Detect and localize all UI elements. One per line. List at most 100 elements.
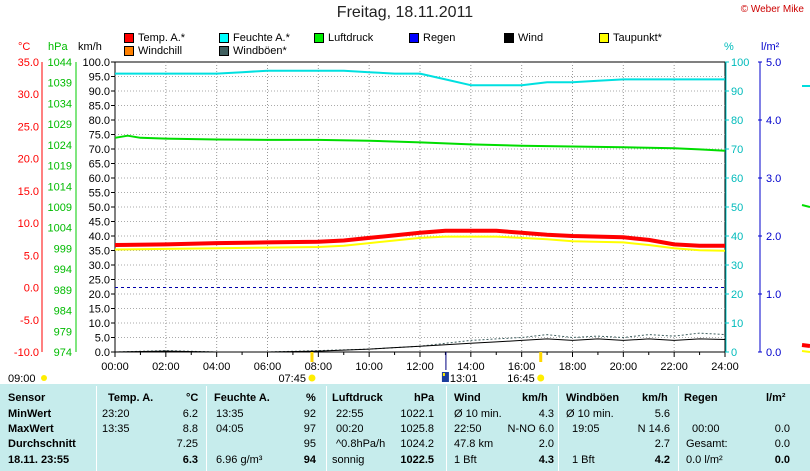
press-tick-label: 1034 <box>48 98 72 110</box>
rain-tick-label: 3.0 <box>766 173 781 185</box>
sun-marker-label: 09:00 <box>8 373 36 384</box>
column-divider <box>446 386 447 471</box>
edge-fragment <box>801 350 810 353</box>
wind-value: 4.3 <box>538 408 554 420</box>
temp-tick-label: 15.0 <box>18 186 39 198</box>
temp-tick-label: -5.0 <box>20 315 39 327</box>
hum-value: 94 <box>303 454 316 466</box>
credit-link[interactable]: © Weber Mike <box>740 4 804 15</box>
legend-dewpoint: Taupunkt* <box>599 32 662 44</box>
hum-tick-label: 50 <box>731 202 743 214</box>
wind-tick-label: 15.0 <box>89 304 110 316</box>
wind-tick-label: 90.0 <box>89 86 110 98</box>
table-row: MaxWert 13:35 8.8 04:05 97 00:20 1025.8 … <box>0 423 810 437</box>
press-tick-label: 1004 <box>48 223 72 235</box>
legend-label: Windchill <box>138 45 183 57</box>
rain-unit-label: l/m² <box>761 41 780 53</box>
temp-tick-label: 20.0 <box>18 154 39 166</box>
temp-tick-label: 25.0 <box>18 121 39 133</box>
wind-unit-label: km/h <box>78 41 102 53</box>
noon-icon <box>441 372 449 382</box>
temp-tick-label: 0.0 <box>24 283 39 295</box>
rain-value: 0.0 <box>774 438 790 450</box>
legend-label: Feuchte A.* <box>233 32 290 44</box>
wind-info: 22:50 <box>454 423 482 435</box>
hum-tick-label: 10 <box>731 318 743 330</box>
wind-tick-label: 0.0 <box>95 347 110 359</box>
hum-tick-label: 30 <box>731 260 743 272</box>
legend-pressure: Luftdruck <box>314 32 373 44</box>
temp-time: 13:35 <box>102 423 130 435</box>
sunrise-label: 07:45 <box>278 373 306 384</box>
wind-tick-label: 100.0 <box>82 57 110 69</box>
press-value: 1022.5 <box>400 454 434 466</box>
edge-fragment <box>801 343 810 348</box>
legend-wind: Wind <box>504 32 543 44</box>
wind-tick-label: 30.0 <box>89 260 110 272</box>
rain-info: 0.0 l/m² <box>686 454 723 466</box>
press-tick-label: 999 <box>54 243 72 255</box>
legend-gusts: Windböen* <box>219 45 287 57</box>
x-tick-label: 20:00 <box>610 361 638 373</box>
legend-label: Regen <box>423 32 456 44</box>
sun-icon <box>41 375 47 381</box>
weather-chart: °C hPa km/h % l/m² 00:00 02:00 04:00 06:00 0… <box>8 41 810 384</box>
sun-icon <box>308 374 316 382</box>
hum-value: 97 <box>303 423 316 435</box>
press-trend: ^0.8hPa/h <box>336 438 386 450</box>
rain-tick-label: 2.0 <box>766 231 781 243</box>
axes: 00:00 02:00 04:00 06:00 08:00 10:00 12:00 14:00… <box>14 57 781 373</box>
temp-tick-label: 10.0 <box>18 218 39 230</box>
legend-label: Temp. A.* <box>138 32 186 44</box>
temp-unit-label: °C <box>18 41 30 53</box>
series-line-luftdruck <box>114 134 726 152</box>
noon-label: 13:01 <box>450 373 478 384</box>
series-line-temp-a- <box>114 228 725 248</box>
temp-value: 6.2 <box>182 408 198 420</box>
row-label: MaxWert <box>8 423 54 435</box>
gust-value: 4.2 <box>654 454 670 466</box>
column-divider <box>678 386 679 471</box>
column-divider <box>206 386 207 471</box>
row-label: Durchschnitt <box>8 438 76 450</box>
x-tick-label: 14:00 <box>457 361 485 373</box>
wind-tick-label: 20.0 <box>89 289 110 301</box>
press-value: 1025.8 <box>400 423 434 435</box>
press-value: 1024.2 <box>400 438 434 450</box>
weather-desc: sonnig <box>332 454 365 466</box>
sunset-label: 16:45 <box>507 373 535 384</box>
header-hum-unit: % <box>306 392 316 404</box>
wind-tick-label: 40.0 <box>89 231 110 243</box>
wind-tick-label: 75.0 <box>89 130 110 142</box>
hum-tick-label: 60 <box>731 173 743 185</box>
wind-value: N-NO 6.0 <box>507 423 554 435</box>
x-tick-label: 12:00 <box>406 361 434 373</box>
temp-value: 7.25 <box>176 438 198 450</box>
legend-label: Windböen* <box>233 45 287 57</box>
x-tick-label: 02:00 <box>152 361 180 373</box>
noon-icon-sun <box>442 373 445 376</box>
legend-temp: Temp. A.* <box>124 32 185 44</box>
wind-info: Ø 10 min. <box>454 408 502 420</box>
x-tick-label: 24:00 <box>711 361 739 373</box>
row-label: 18.11. 23:55 <box>8 454 70 466</box>
header-temp: Temp. A. <box>108 392 154 404</box>
legend-swatch <box>409 33 419 43</box>
press-time: 22:55 <box>336 408 364 420</box>
header-wind-unit: km/h <box>522 392 548 404</box>
column-divider <box>558 386 559 471</box>
press-tick-label: 974 <box>54 347 72 359</box>
legend-swatch <box>219 33 229 43</box>
press-tick-label: 984 <box>54 306 72 318</box>
legend-windchill: Windchill <box>124 45 182 57</box>
press-tick-label: 1009 <box>48 202 72 214</box>
hum-tick-label: 100 <box>731 57 749 69</box>
rain-value: 0.0 <box>774 423 790 435</box>
press-tick-label: 1044 <box>48 57 72 69</box>
press-tick-label: 1029 <box>48 119 72 131</box>
temp-time: 23:20 <box>102 408 130 420</box>
temp-tick-label: 35.0 <box>18 57 39 69</box>
press-tick-label: 979 <box>54 326 72 338</box>
hum-time: 04:05 <box>216 423 244 435</box>
table-header-row: Sensor Temp. A. °C Feuchte A. % Luftdruc… <box>0 392 810 406</box>
